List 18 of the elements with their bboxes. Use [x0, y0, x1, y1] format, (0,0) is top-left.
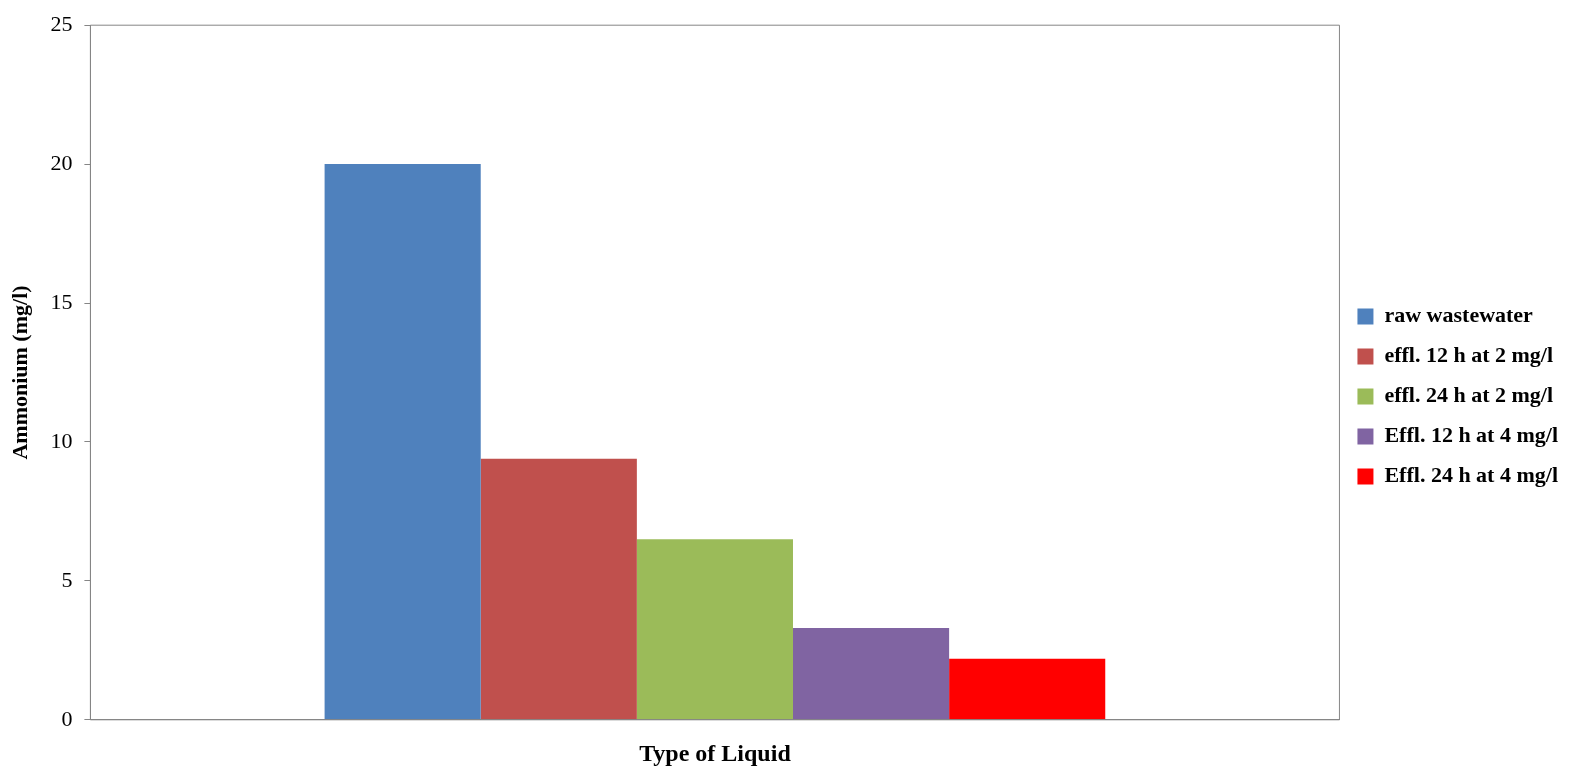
bar: [324, 164, 481, 720]
y-tick-label: 0: [61, 705, 73, 731]
y-tick-label: 25: [50, 10, 73, 36]
y-tick-label: 20: [50, 149, 73, 175]
bar: [949, 658, 1106, 720]
y-tick-label: 10: [50, 427, 73, 453]
legend-label: effl. 24 h at 2 mg/l: [1384, 382, 1554, 408]
y-tick-label: 5: [61, 566, 73, 592]
legend-label: Effl. 12 h at 4 mg/l: [1384, 422, 1559, 448]
legend-label: raw wastewater: [1384, 302, 1534, 328]
legend-label: effl. 12 h at 2 mg/l: [1384, 342, 1554, 368]
x-axis-title: Type of Liquid: [639, 739, 792, 766]
bar: [636, 539, 793, 720]
y-tick-label: 15: [50, 288, 73, 314]
bar: [480, 458, 637, 720]
bar: [792, 628, 950, 720]
legend-label: Effl. 24 h at 4 mg/l: [1384, 462, 1559, 488]
y-axis-title: Ammonium (mg/l): [6, 285, 32, 460]
